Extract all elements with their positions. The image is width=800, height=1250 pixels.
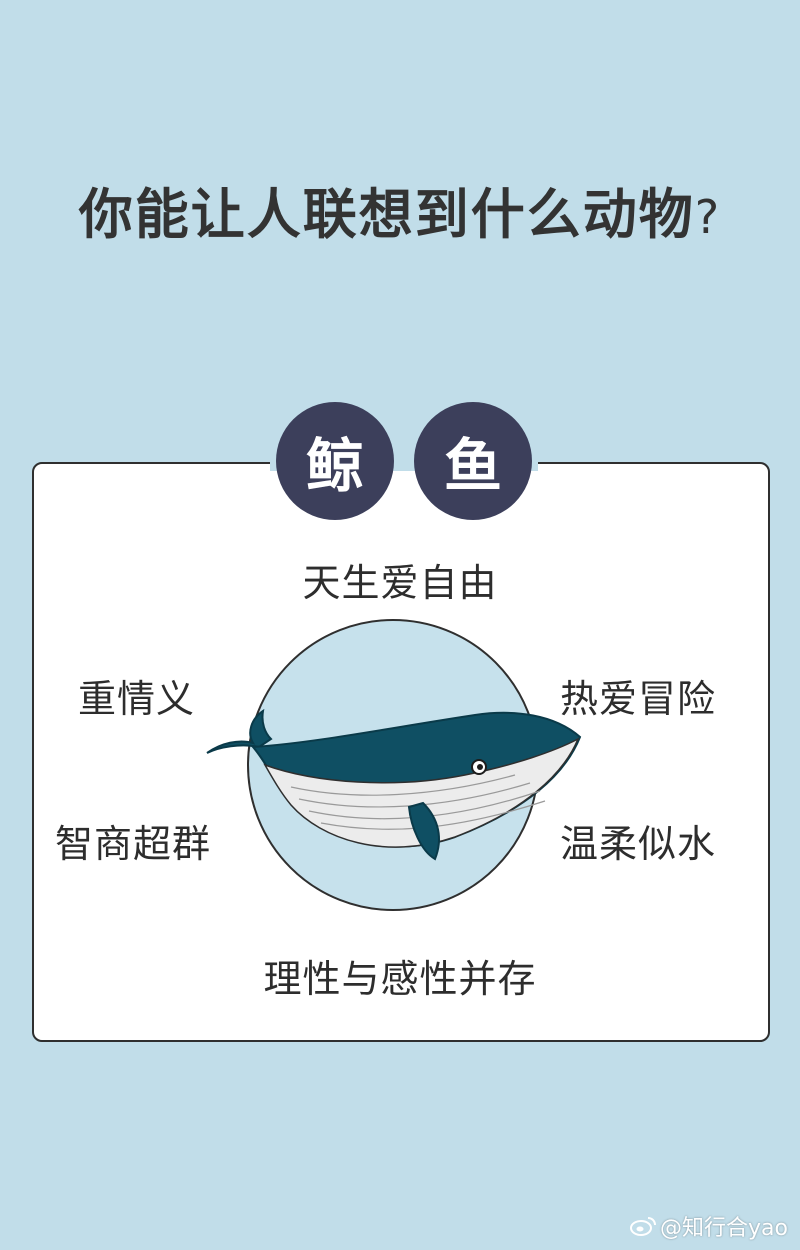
title-question-mark: ?: [694, 190, 722, 244]
badge-char-1: 鲸: [276, 402, 394, 520]
whale-flipper: [407, 801, 440, 861]
trait-left-2: 智商超群: [55, 822, 212, 866]
trait-bottom: 理性与感性并存: [263, 957, 537, 1001]
title-text: 你能让人联想到什么动物: [78, 183, 695, 246]
whale-illustration: [206, 619, 582, 911]
watermark-text: @知行合yao: [660, 1216, 788, 1241]
trait-right-2: 温柔似水: [560, 822, 717, 866]
trait-top: 天生爱自由: [302, 561, 498, 605]
page-title: 你能让人联想到什么动物?: [0, 170, 800, 249]
trait-right-1: 热爱冒险: [560, 677, 717, 721]
weibo-icon: [630, 1217, 657, 1236]
whale-tail: [206, 708, 273, 754]
trait-left-1: 重情义: [78, 677, 196, 721]
watermark: @知行合yao: [630, 1210, 788, 1242]
badge-char-2: 鱼: [414, 402, 532, 520]
